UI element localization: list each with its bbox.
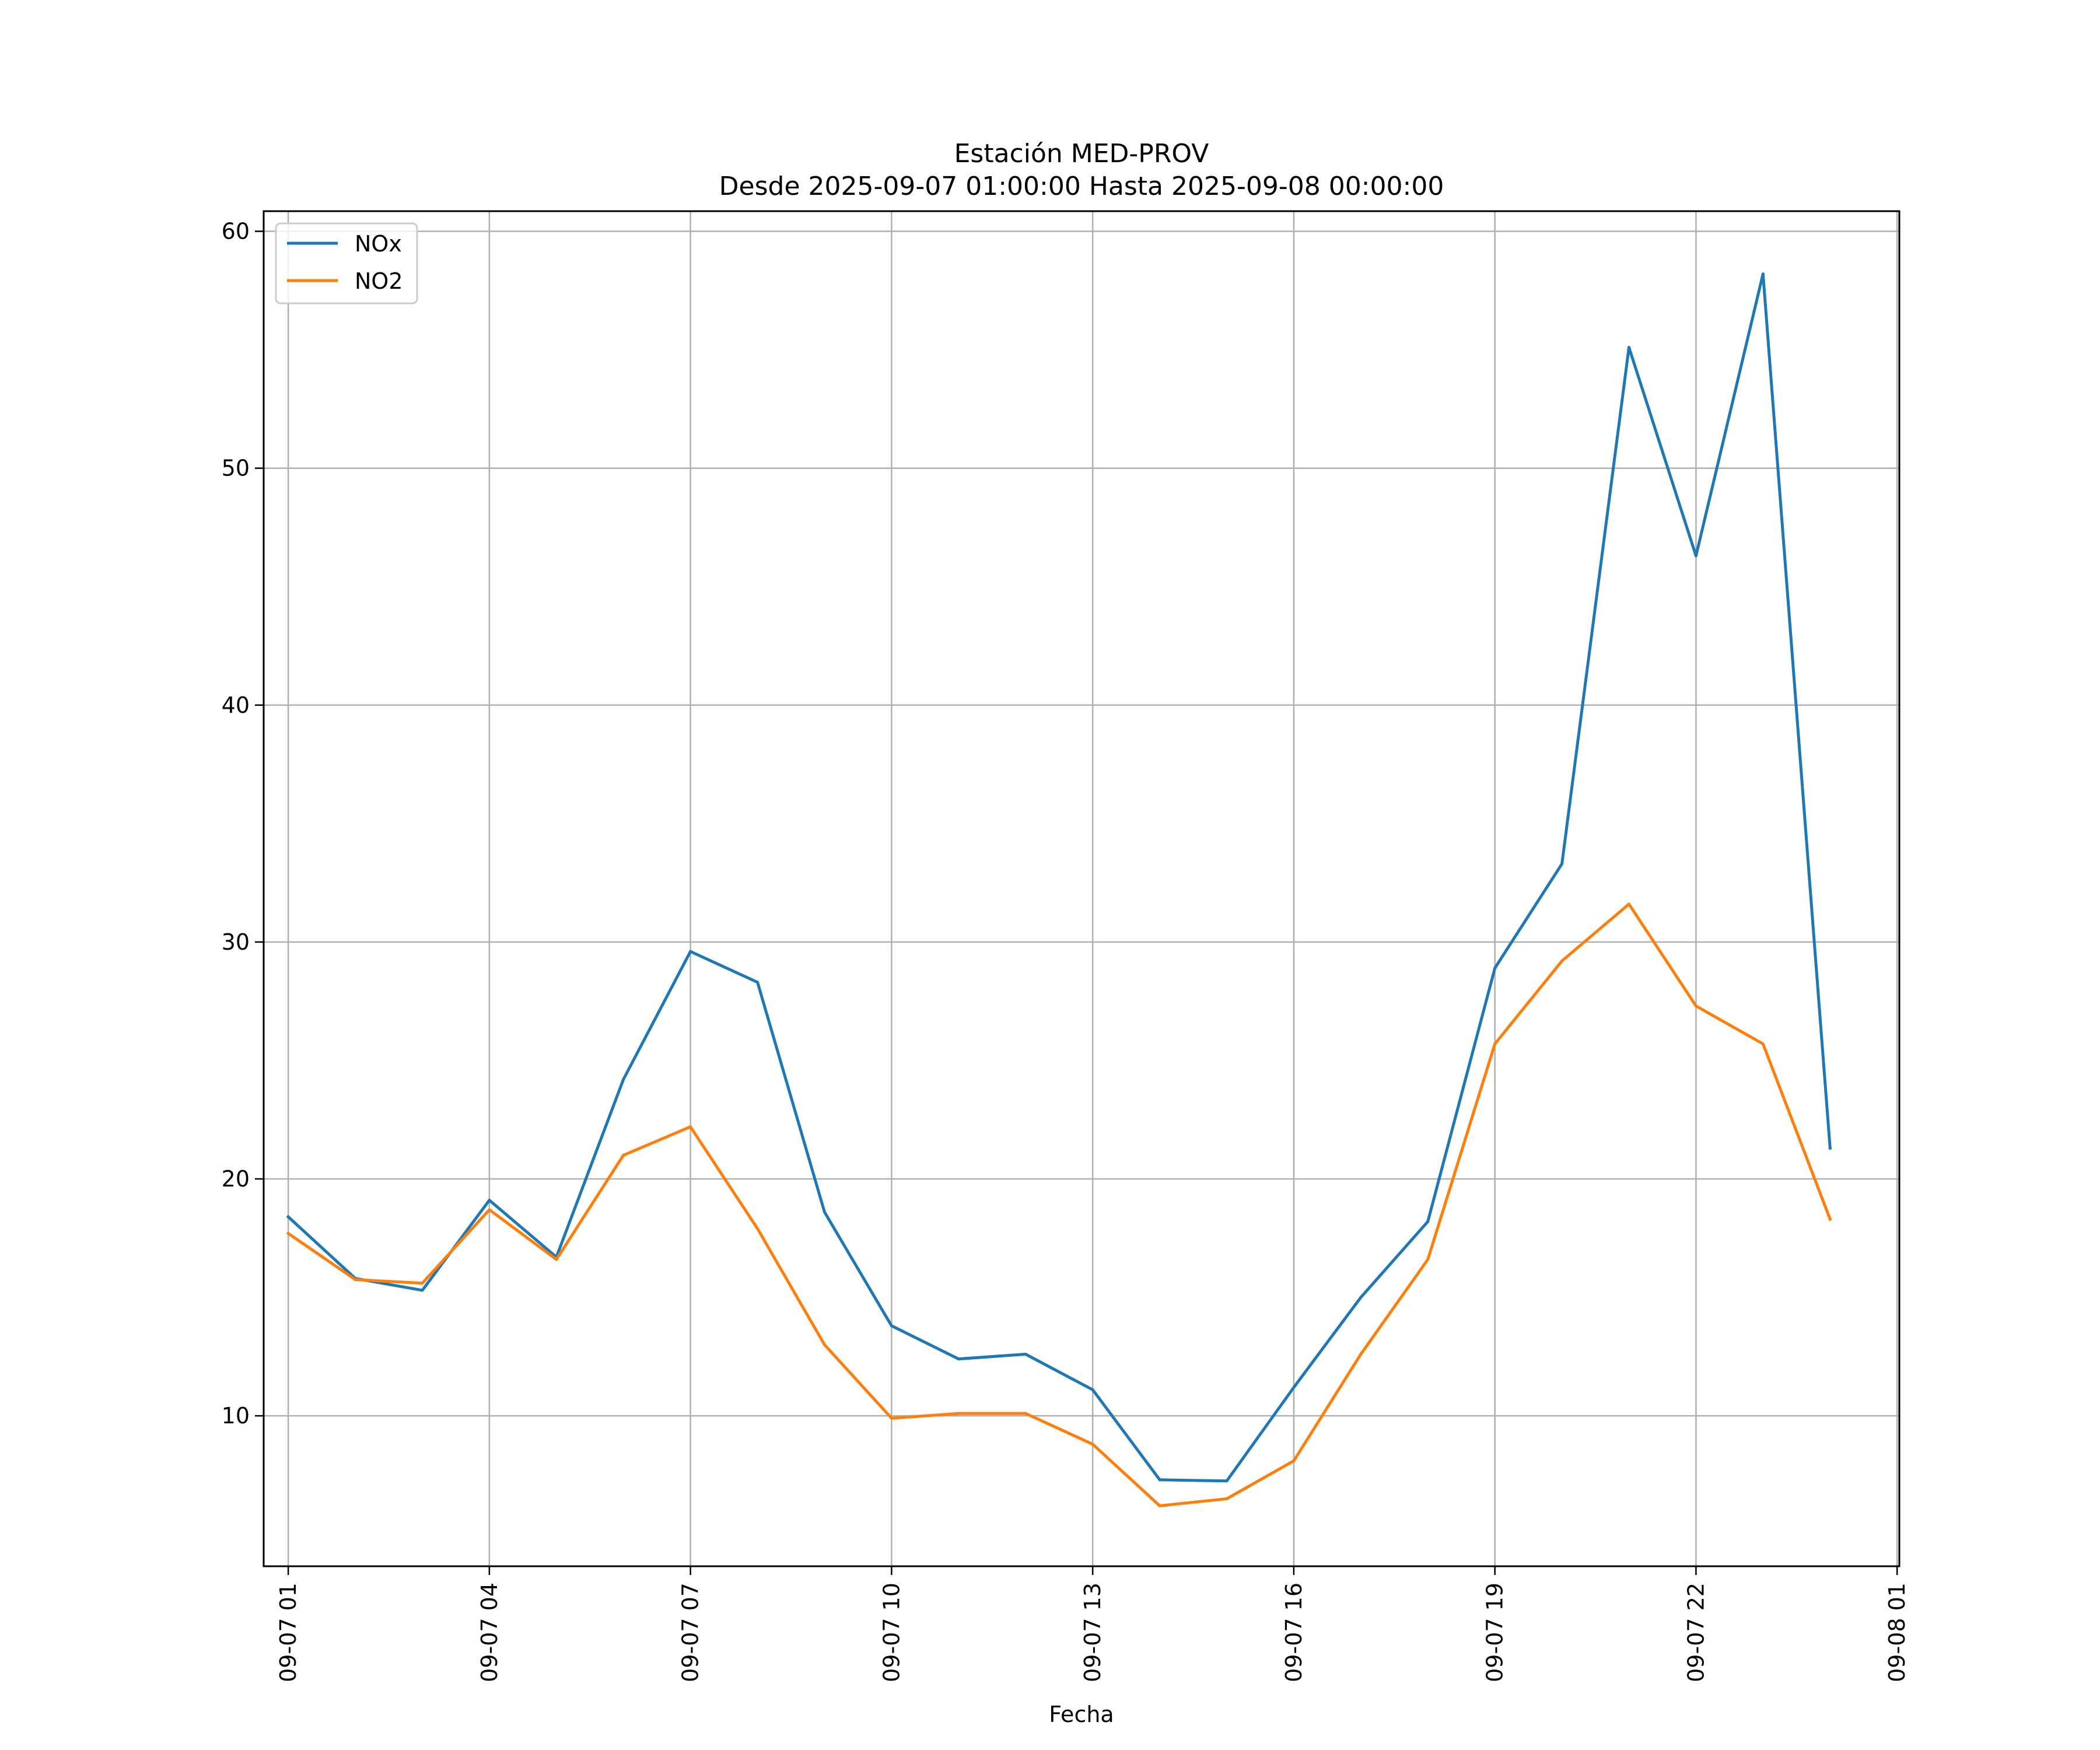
data-point-no2 [1761,1042,1765,1046]
data-point-nox [1828,1146,1832,1150]
y-tick-label: 60 [222,219,250,244]
series-layer [286,272,1832,1507]
x-tick-label: 09-07 13 [1080,1583,1105,1682]
data-point-nox [1627,346,1630,349]
data-point-no2 [421,1282,424,1285]
data-point-no2 [354,1278,357,1282]
data-point-no2 [689,1125,692,1129]
data-point-nox [421,1289,424,1292]
x-tick-label: 09-07 04 [477,1583,502,1682]
y-tick-label: 50 [222,456,250,481]
data-point-no2 [756,1227,760,1230]
x-tick-label: 09-07 01 [275,1583,301,1682]
series-line-nox [286,272,1832,1483]
x-tick-label: 09-07 16 [1281,1583,1307,1682]
legend-label-no2: NO2 [355,268,403,294]
data-point-no2 [1694,1005,1698,1008]
tick-layer: 09-07 01 09-07 04 09-07 07 09-07 10 09-07 13… [222,219,1910,1682]
data-point-nox [622,1077,625,1081]
data-point-nox [1024,1353,1027,1356]
data-point-nox [822,1210,826,1214]
axes-frame [262,210,1901,1567]
chart-title: Estación MED-PROV [954,139,1209,169]
data-point-no2 [1225,1497,1228,1500]
data-point-nox [1493,967,1497,970]
data-point-no2 [1493,1042,1497,1046]
data-point-nox [1560,862,1564,866]
x-tick-label: 09-07 22 [1683,1583,1709,1682]
data-point-nox [689,950,692,953]
data-point-nox [1225,1479,1228,1483]
data-point-no2 [1292,1459,1296,1462]
x-tick-label: 09-07 10 [878,1583,904,1682]
data-point-no2 [1158,1504,1161,1507]
data-point-nox [1761,272,1765,276]
y-tick-label: 30 [222,929,250,955]
y-tick-label: 20 [222,1166,250,1192]
data-point-no2 [286,1231,290,1235]
data-point-no2 [1426,1258,1430,1261]
data-point-no2 [1627,902,1630,906]
data-point-no2 [1828,1217,1832,1221]
data-point-nox [1694,554,1698,558]
data-point-no2 [555,1258,558,1261]
series-line-no2 [286,902,1832,1507]
y-tick-label: 10 [222,1403,250,1429]
chart-subtitle: Desde 2025-09-07 01:00:00 Hasta 2025-09-… [719,172,1444,201]
data-point-nox [488,1199,491,1202]
x-axis-label: Fecha [1049,1702,1114,1727]
data-point-nox [1359,1296,1363,1299]
data-point-nox [1426,1220,1430,1223]
x-tick-label: 09-08 01 [1884,1583,1910,1682]
data-point-nox [286,1215,290,1219]
grid-layer [264,211,1899,1566]
x-tick-label: 09-07 07 [678,1583,704,1682]
y-tick-label: 40 [222,692,250,718]
data-point-no2 [957,1412,960,1415]
data-point-no2 [622,1153,625,1157]
data-point-no2 [1359,1353,1363,1356]
data-point-nox [1158,1478,1161,1482]
data-point-nox [1091,1388,1094,1391]
data-point-nox [756,981,760,984]
data-point-no2 [1024,1412,1027,1415]
data-point-nox [957,1357,960,1361]
data-point-no2 [488,1208,491,1212]
data-point-no2 [890,1416,893,1420]
legend-label-nox: NOx [355,231,402,257]
x-tick-label: 09-07 19 [1482,1583,1508,1682]
data-point-no2 [1091,1443,1094,1446]
legend: NOx NO2 [275,222,418,304]
data-point-nox [890,1324,893,1328]
data-point-nox [1292,1385,1296,1389]
data-point-no2 [1560,959,1564,963]
data-point-no2 [822,1343,826,1346]
